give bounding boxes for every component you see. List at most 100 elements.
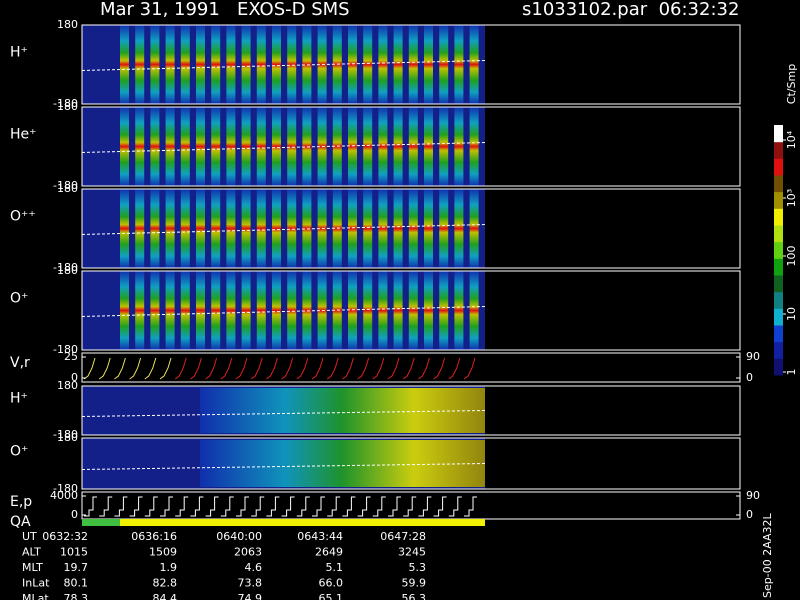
qa-flag <box>120 519 485 526</box>
panel-label: QA <box>10 514 31 530</box>
colorbar-segment <box>774 191 783 209</box>
y-tick-label: 0 <box>71 371 78 384</box>
y-tick-label: 180 <box>57 182 78 195</box>
ephemeris-value: 82.8 <box>153 577 178 590</box>
spectrogram-column <box>393 189 403 268</box>
ephemeris-value: 2649 <box>315 546 343 559</box>
sweep-trace <box>448 357 461 380</box>
colorbar-segment <box>774 141 783 159</box>
spectrogram-column <box>287 107 297 186</box>
ephemeris-value: 4.6 <box>245 561 263 574</box>
ephemeris-value: 0632:32 <box>42 530 88 543</box>
pitch-line <box>81 306 486 317</box>
sweep-trace <box>311 357 324 380</box>
ephemeris-label: ALT <box>22 546 41 559</box>
spectrogram-column <box>165 271 175 350</box>
spectrogram-column <box>272 107 281 186</box>
sweep-trace <box>281 357 294 380</box>
colorbar-segment <box>774 208 783 226</box>
spectrogram-column <box>378 271 388 350</box>
spectrogram-column <box>196 107 205 186</box>
panel-frame <box>81 385 741 436</box>
sweep-trace <box>463 357 476 380</box>
ephemeris-value: 66.0 <box>319 577 344 590</box>
y-tick-label: 180 <box>57 379 78 392</box>
colorbar-segment <box>774 308 783 326</box>
spectrogram-column <box>241 271 251 350</box>
pitch-line <box>81 60 486 71</box>
colorbar-segment <box>774 125 783 143</box>
spectrogram-column <box>302 271 312 350</box>
spectrogram-column <box>424 189 433 268</box>
spectrogram-column <box>150 189 160 268</box>
y-tick-label: -180 <box>53 428 78 441</box>
spectrogram-column <box>454 271 464 350</box>
colorbar-tick-label: 100 <box>785 246 798 267</box>
spectrogram-column <box>241 189 251 268</box>
ephemeris-value: 73.8 <box>238 577 263 590</box>
colorbar-tick-label: 10³ <box>785 189 798 207</box>
colorbar-label: Ct/Smp <box>785 64 798 104</box>
ephemeris-label: InLat <box>22 577 50 590</box>
sweep-trace <box>387 357 400 380</box>
spectrogram-column <box>120 189 129 268</box>
spectrogram-column <box>469 107 479 186</box>
spectrogram-column <box>226 271 236 350</box>
ephemeris-value: 59.9 <box>402 577 427 590</box>
sweep-trace <box>357 357 370 380</box>
spectrogram-column <box>363 189 373 268</box>
spectrogram-column <box>469 25 479 104</box>
spectrogram-column <box>256 25 266 104</box>
panel-frame <box>81 188 741 269</box>
y-tick-label: 180 <box>57 431 78 444</box>
spectrogram-column <box>135 189 145 268</box>
spectrogram-column <box>348 25 357 104</box>
spectrogram-column <box>287 271 297 350</box>
spectrogram-band <box>200 440 485 487</box>
panel-frame <box>81 437 741 490</box>
spectrogram-column <box>363 271 373 350</box>
spectrogram-bg <box>82 107 485 186</box>
colorbar-segment <box>774 275 783 293</box>
energy-steps <box>84 496 477 517</box>
spectrogram-column <box>211 271 221 350</box>
y-tick-label: 180 <box>57 100 78 113</box>
spectrogram-column <box>180 107 190 186</box>
spectrogram-column <box>150 107 160 186</box>
spectrogram-column <box>408 107 418 186</box>
ephemeris-value: 0643:44 <box>297 530 343 543</box>
ephemeris-value: 1509 <box>149 546 177 559</box>
colorbar-segment <box>774 325 783 343</box>
colorbar-segment <box>774 158 783 176</box>
spectrogram-column <box>272 271 281 350</box>
sweep-trace <box>250 357 263 380</box>
panel-label: V,r <box>10 355 30 371</box>
ephemeris-value: 0640:00 <box>216 530 262 543</box>
spectrogram-column <box>393 25 403 104</box>
spectrogram-column <box>363 25 373 104</box>
spectrogram-column <box>439 271 449 350</box>
spectrogram-column <box>393 107 403 186</box>
y2-tick-label: 90 <box>746 489 760 502</box>
sweep-trace <box>205 357 218 380</box>
spectrogram-column <box>302 107 312 186</box>
ephemeris-value: 5.1 <box>326 561 344 574</box>
spectrogram-column <box>424 107 433 186</box>
pitch-line <box>81 142 486 153</box>
panel-frame <box>81 352 741 383</box>
spectrogram-column <box>454 25 464 104</box>
y-tick-label: 4000 <box>50 489 78 502</box>
y-tick-label: 0 <box>71 508 78 521</box>
panel-frame <box>81 24 741 105</box>
spectrogram-bg <box>82 189 485 268</box>
panel-frame <box>81 270 741 351</box>
spectrogram-column <box>348 107 357 186</box>
spectrogram-column <box>150 25 160 104</box>
spectrogram-column <box>287 189 297 268</box>
sweep-trace <box>266 357 278 380</box>
ephemeris-value: 74.9 <box>238 592 263 600</box>
spectrogram-bg <box>82 25 485 104</box>
ephemeris-label: MLT <box>22 561 43 574</box>
y2-tick-label: 90 <box>746 350 760 363</box>
ephemeris-value: 3245 <box>398 546 426 559</box>
